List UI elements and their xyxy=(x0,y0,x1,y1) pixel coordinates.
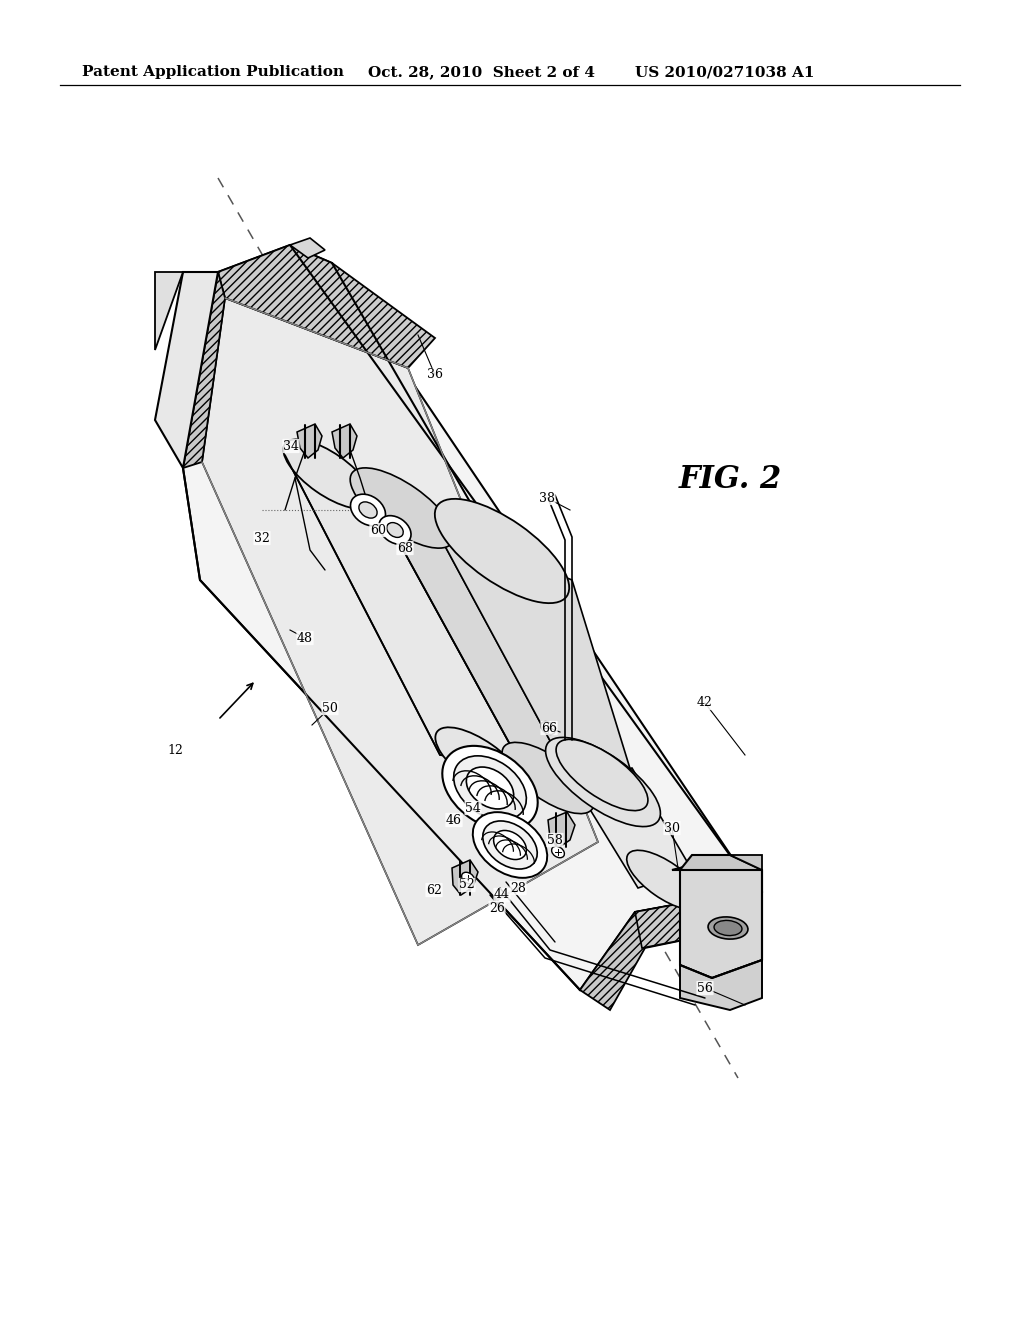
Text: 44: 44 xyxy=(494,888,510,902)
Text: Patent Application Publication: Patent Application Publication xyxy=(82,65,344,79)
Ellipse shape xyxy=(552,846,564,858)
Text: 66: 66 xyxy=(541,722,557,734)
Polygon shape xyxy=(290,238,325,257)
Ellipse shape xyxy=(442,746,538,830)
Ellipse shape xyxy=(714,920,742,936)
Ellipse shape xyxy=(708,917,748,939)
Polygon shape xyxy=(452,861,478,895)
Text: 38: 38 xyxy=(539,491,555,504)
Text: 68: 68 xyxy=(397,541,413,554)
Text: 54: 54 xyxy=(465,801,481,814)
Polygon shape xyxy=(297,424,322,458)
Ellipse shape xyxy=(494,830,526,859)
Ellipse shape xyxy=(627,850,703,909)
Text: 62: 62 xyxy=(426,883,442,896)
Text: 50: 50 xyxy=(323,701,338,714)
Polygon shape xyxy=(730,855,762,870)
Ellipse shape xyxy=(358,502,377,519)
Text: 42: 42 xyxy=(697,697,713,710)
Text: 26: 26 xyxy=(489,902,505,915)
Polygon shape xyxy=(548,812,575,847)
Ellipse shape xyxy=(482,821,538,869)
Polygon shape xyxy=(155,272,183,350)
Ellipse shape xyxy=(541,722,555,734)
Ellipse shape xyxy=(435,499,569,603)
Ellipse shape xyxy=(473,812,547,878)
Polygon shape xyxy=(680,855,762,870)
Polygon shape xyxy=(572,768,692,888)
Text: FIG. 2: FIG. 2 xyxy=(678,465,781,495)
Polygon shape xyxy=(672,855,762,978)
Ellipse shape xyxy=(502,742,594,813)
Polygon shape xyxy=(183,272,225,469)
Text: 36: 36 xyxy=(427,368,443,381)
Ellipse shape xyxy=(466,767,514,809)
Text: 28: 28 xyxy=(510,882,526,895)
Polygon shape xyxy=(285,455,523,768)
Ellipse shape xyxy=(284,440,373,508)
Ellipse shape xyxy=(462,873,474,883)
Text: 58: 58 xyxy=(547,833,563,846)
Text: 34: 34 xyxy=(283,440,299,453)
Ellipse shape xyxy=(379,516,411,544)
Text: 30: 30 xyxy=(664,821,680,834)
Ellipse shape xyxy=(556,739,648,810)
Polygon shape xyxy=(183,246,742,990)
Ellipse shape xyxy=(546,738,660,826)
Polygon shape xyxy=(332,424,357,458)
Ellipse shape xyxy=(387,523,403,537)
Text: US 2010/0271038 A1: US 2010/0271038 A1 xyxy=(635,65,814,79)
Ellipse shape xyxy=(350,467,454,548)
Text: 12: 12 xyxy=(167,743,183,756)
Text: 52: 52 xyxy=(459,879,475,891)
Polygon shape xyxy=(372,492,575,787)
Ellipse shape xyxy=(350,494,385,525)
Polygon shape xyxy=(218,246,435,368)
Polygon shape xyxy=(432,521,632,787)
Ellipse shape xyxy=(454,756,526,820)
Text: 60: 60 xyxy=(370,524,386,536)
Polygon shape xyxy=(635,870,762,948)
Text: 48: 48 xyxy=(297,631,313,644)
Ellipse shape xyxy=(435,727,524,797)
Polygon shape xyxy=(680,960,762,1010)
Polygon shape xyxy=(155,272,218,469)
Text: Oct. 28, 2010  Sheet 2 of 4: Oct. 28, 2010 Sheet 2 of 4 xyxy=(368,65,595,79)
Polygon shape xyxy=(202,298,598,945)
Polygon shape xyxy=(580,873,762,1010)
Text: 56: 56 xyxy=(697,982,713,994)
Text: 32: 32 xyxy=(254,532,270,544)
Text: 46: 46 xyxy=(446,813,462,826)
